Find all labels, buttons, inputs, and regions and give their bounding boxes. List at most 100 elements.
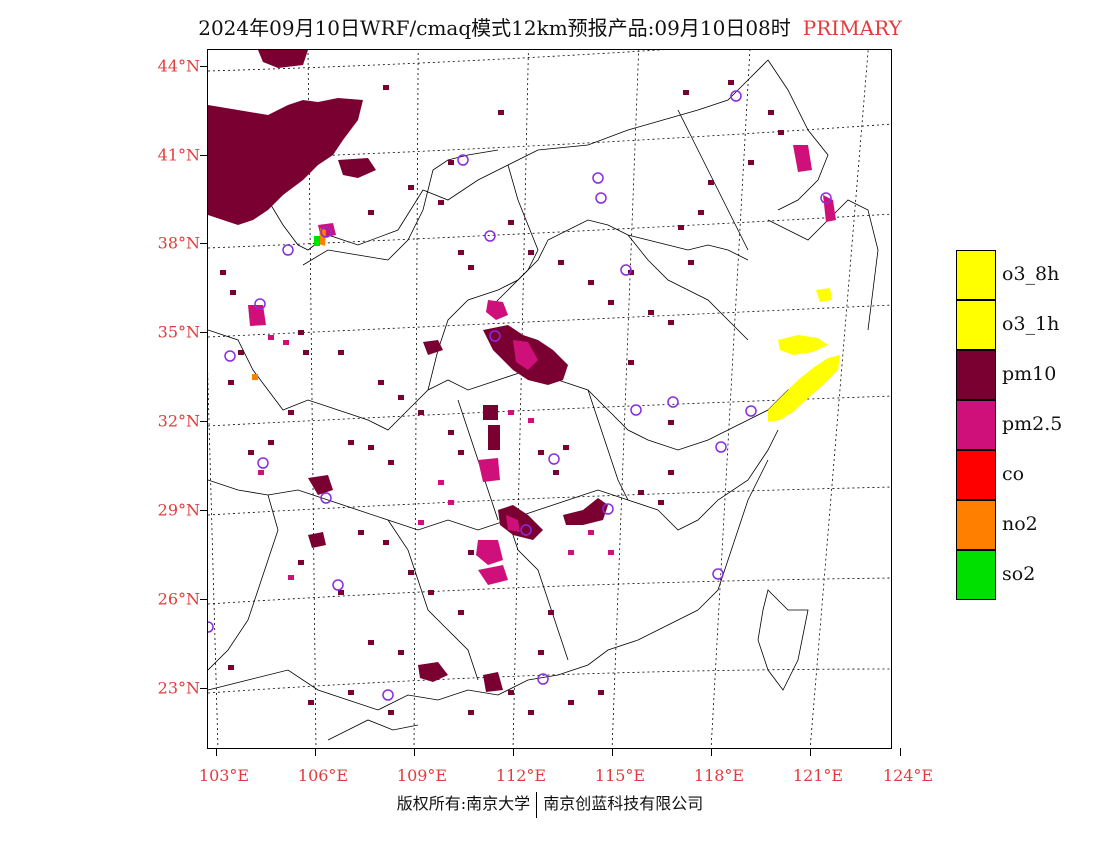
graticule-grid xyxy=(208,50,891,748)
pollution-speck xyxy=(338,350,344,355)
pollution-speck xyxy=(288,410,294,415)
station-marker xyxy=(208,621,214,633)
station-marker xyxy=(224,350,236,362)
station-marker xyxy=(820,192,832,204)
pollution-area xyxy=(823,195,836,222)
pollution-speck xyxy=(683,90,689,95)
pollution-speck xyxy=(408,185,414,190)
longitude-tick xyxy=(414,748,415,756)
pollution-speck xyxy=(528,418,534,423)
copyright-company: 南京创蓝科技有限公司 xyxy=(543,794,704,813)
latitude-tick xyxy=(200,510,208,511)
pollution-speck xyxy=(538,450,544,455)
latitude-line xyxy=(208,577,891,605)
pollution-area xyxy=(338,158,376,178)
station-marker xyxy=(484,230,496,242)
pollution-area xyxy=(778,335,828,355)
latitude-line xyxy=(208,213,891,249)
station-marker xyxy=(332,579,344,591)
map-title-text: 2024年09月10日WRF/cmaq模式12km预报产品:09月10日08时 xyxy=(198,16,791,40)
pollution-speck xyxy=(498,110,504,115)
latitude-line xyxy=(208,304,891,338)
pollution-speck xyxy=(598,690,604,695)
pollution-area xyxy=(486,300,508,320)
station-marker xyxy=(537,673,549,685)
pollution-speck xyxy=(778,130,784,135)
pollution-speck xyxy=(338,590,344,595)
longitude-label: 103°E xyxy=(198,766,250,785)
longitude-label: 118°E xyxy=(693,766,745,785)
pollution-speck xyxy=(668,470,674,475)
pollution-speck xyxy=(588,530,594,535)
border-line xyxy=(208,609,699,711)
pollution-area xyxy=(476,540,503,565)
latitude-label: 32°N xyxy=(157,411,200,431)
pollution-speck xyxy=(398,395,404,400)
legend-label: no2 xyxy=(1002,513,1038,535)
latitude-label: 35°N xyxy=(157,322,200,342)
latitude-line xyxy=(208,486,891,516)
pollution-speck xyxy=(608,300,614,305)
pollution-speck xyxy=(248,450,254,455)
forecast-map[interactable] xyxy=(207,49,892,749)
pollution-speck xyxy=(608,550,614,555)
pollution-speck xyxy=(268,440,274,445)
legend-swatch xyxy=(956,500,996,550)
border-line xyxy=(487,164,539,311)
border-line xyxy=(208,479,659,531)
pollution-speck xyxy=(348,690,354,695)
station-marker xyxy=(320,492,332,504)
station-marker xyxy=(382,689,394,701)
pollution-speck xyxy=(388,710,394,715)
pollution-area xyxy=(478,565,508,585)
pollution-speck xyxy=(568,700,574,705)
station-marker xyxy=(715,441,727,453)
pollution-area xyxy=(513,340,538,370)
pollution-speck xyxy=(448,430,454,435)
pollution-area xyxy=(423,340,443,355)
pollution-speck xyxy=(298,560,304,565)
pollution-area xyxy=(248,305,266,326)
pollution-speck xyxy=(768,110,774,115)
longitude-label: 112°E xyxy=(495,766,547,785)
station-marker xyxy=(489,330,501,342)
pollution-speck xyxy=(238,350,244,355)
pollution-speck xyxy=(568,550,574,555)
pollution-speck xyxy=(628,360,634,365)
pollution-speck xyxy=(553,470,559,475)
station-marker xyxy=(630,404,642,416)
pollution-areas xyxy=(208,50,840,715)
latitude-label: 23°N xyxy=(157,678,200,698)
pollution-area xyxy=(314,236,320,246)
border-line xyxy=(757,589,809,691)
pollution-area xyxy=(483,672,503,692)
pollution-speck xyxy=(220,270,226,275)
latitude-label: 38°N xyxy=(157,233,200,253)
border-line xyxy=(587,389,629,501)
longitude-line xyxy=(413,50,419,748)
border-line xyxy=(767,199,879,331)
pollution-speck xyxy=(658,500,664,505)
pollution-speck xyxy=(258,470,264,475)
pollution-speck xyxy=(398,650,404,655)
pollution-speck xyxy=(468,710,474,715)
pollution-speck xyxy=(508,410,514,415)
pollution-speck xyxy=(458,450,464,455)
pollution-speck xyxy=(458,610,464,615)
pollution-speck xyxy=(538,650,544,655)
station-marker xyxy=(320,226,332,238)
legend-label: co xyxy=(1002,463,1025,485)
station-marker xyxy=(254,298,266,310)
station-marker xyxy=(457,154,469,166)
pollution-speck xyxy=(668,420,674,425)
pollution-speck xyxy=(688,260,694,265)
pollution-area xyxy=(478,458,500,482)
legend-swatch xyxy=(956,450,996,500)
longitude-tick xyxy=(711,748,712,756)
pollution-area xyxy=(308,475,333,495)
legend-label: o3_1h xyxy=(1002,313,1060,335)
pollution-speck xyxy=(563,445,569,450)
latitude-tick xyxy=(200,155,208,156)
legend-swatch xyxy=(956,550,996,600)
pollution-area xyxy=(208,98,363,225)
